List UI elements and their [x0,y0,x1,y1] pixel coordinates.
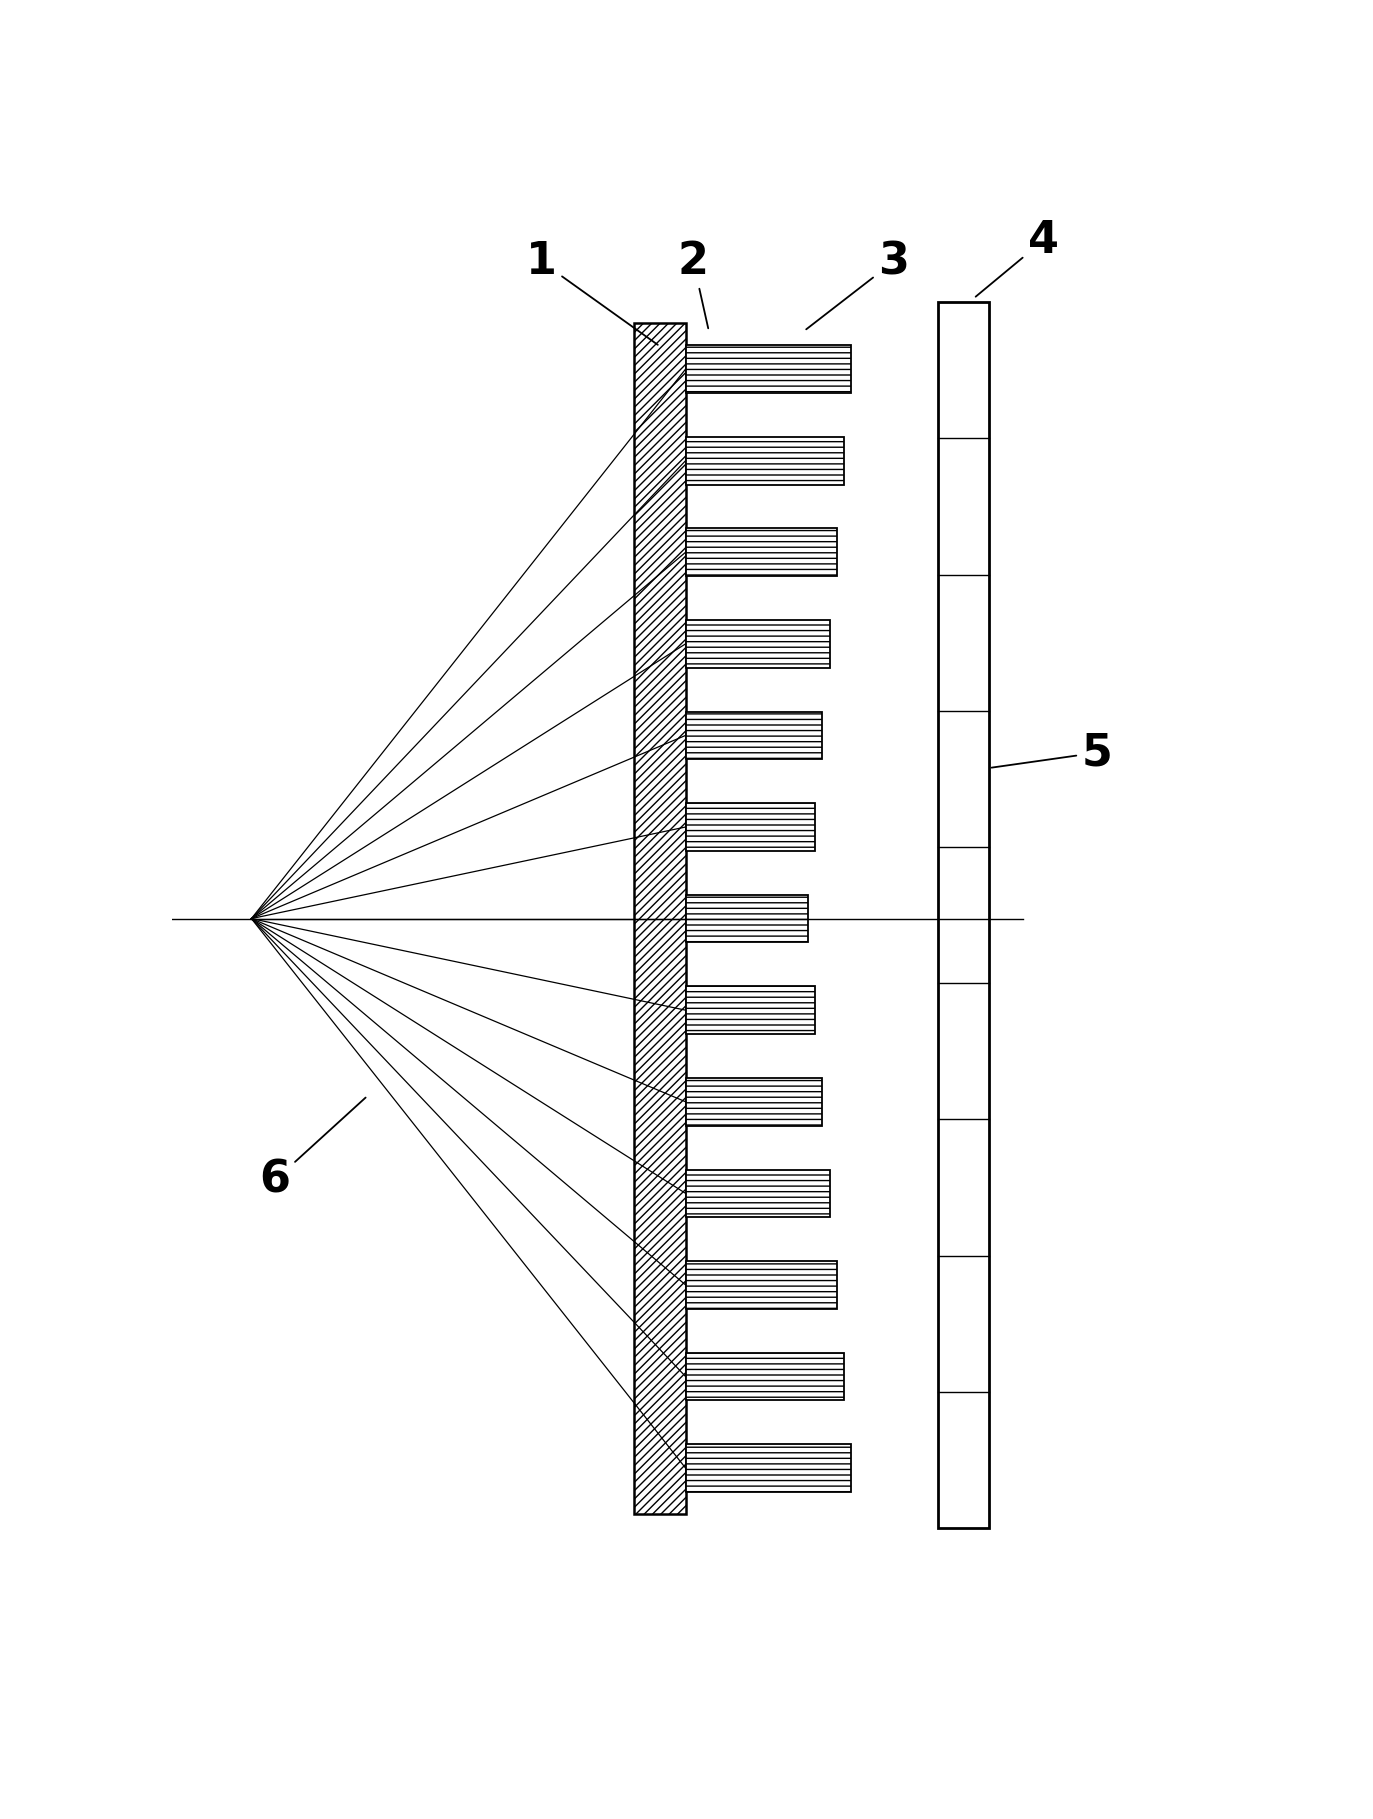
Bar [685,986,816,1033]
Bar [938,302,989,1528]
Bar [685,346,851,393]
Bar [685,437,844,484]
Text: 4: 4 [976,220,1059,296]
Text: 2: 2 [678,240,708,327]
Bar [685,1170,829,1217]
Bar [685,529,836,577]
Text: 5: 5 [991,731,1112,775]
Bar [685,1444,851,1492]
Bar [685,620,829,668]
Bar [634,324,685,1513]
Text: 1: 1 [526,240,658,346]
Bar [685,1079,822,1126]
Bar [685,895,807,942]
Bar [685,804,816,851]
Text: 3: 3 [806,240,909,329]
Bar [685,1353,844,1401]
Text: 6: 6 [259,1097,365,1202]
Bar [685,1261,836,1308]
Bar [685,711,822,759]
